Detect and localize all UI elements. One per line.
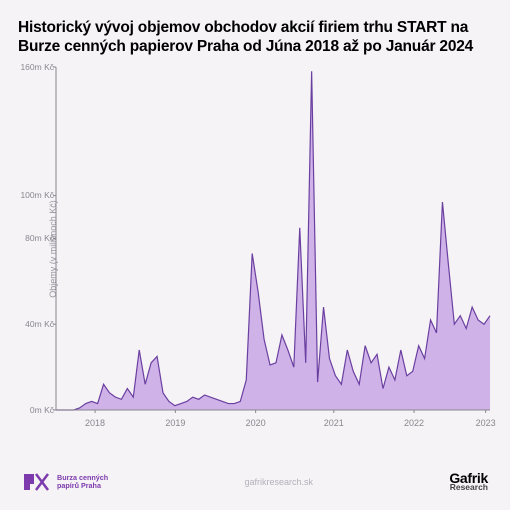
- area-chart-svg: [56, 67, 490, 410]
- px-icon: [22, 472, 50, 492]
- logo-left-line2: papírů Praha: [57, 482, 108, 490]
- x-tick-label: 2019: [165, 418, 185, 428]
- y-tick-label: 40m Kč: [20, 319, 54, 329]
- logo-px-praha: Burza cenných papírů Praha: [22, 472, 108, 492]
- y-tick-label: 160m Kč: [20, 62, 54, 72]
- x-tick-label: 2023: [476, 418, 496, 428]
- area-line: [56, 71, 490, 410]
- plot-area: 0m Kč40m Kč80m Kč100m Kč160m Kč: [56, 67, 490, 410]
- y-tick-label: 80m Kč: [20, 233, 54, 243]
- y-tick-label: 0m Kč: [20, 405, 54, 415]
- chart-container: Objemy (v miliónoch Kč) 0m Kč40m Kč80m K…: [18, 67, 492, 432]
- x-tick-label: 2020: [246, 418, 266, 428]
- x-tick-label: 2018: [85, 418, 105, 428]
- x-tick-label: 2021: [324, 418, 344, 428]
- logo-right-line2: Research: [449, 484, 488, 492]
- footer-url: gafrikresearch.sk: [244, 477, 313, 487]
- x-tick-label: 2022: [404, 418, 424, 428]
- y-tick-label: 100m Kč: [20, 190, 54, 200]
- chart-title: Historický vývoj objemov obchodov akcií …: [18, 18, 492, 57]
- footer: Burza cenných papírů Praha gafrikresearc…: [0, 464, 510, 510]
- logo-gafrik: Gafrik Research: [449, 472, 488, 492]
